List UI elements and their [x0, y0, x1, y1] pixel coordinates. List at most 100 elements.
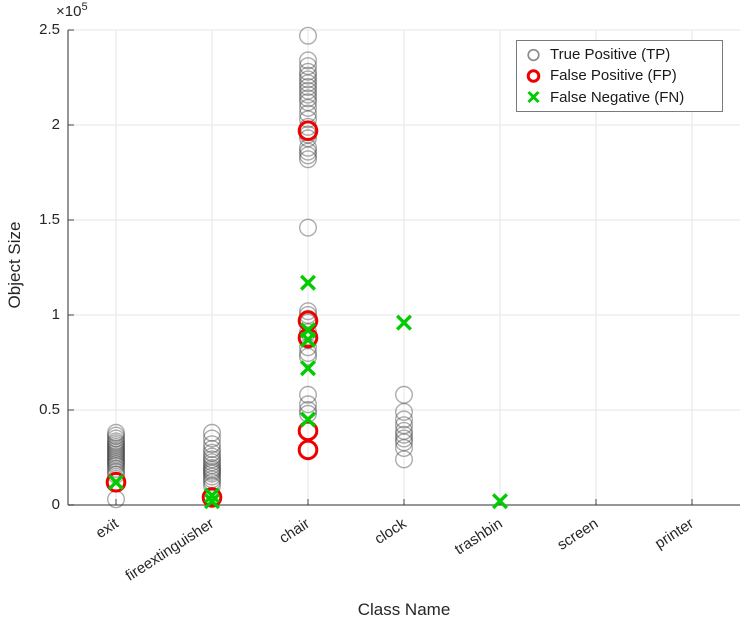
- y-axis-exponent-label: ×105: [56, 1, 88, 20]
- y-axis-label: Object Size: [5, 221, 24, 309]
- tp-circle-marker: [106, 451, 125, 470]
- tp-circle-marker: [299, 218, 318, 237]
- tp-circle-marker: [106, 432, 125, 451]
- tp-circle-marker: [202, 456, 221, 475]
- tp-circle-marker: [202, 460, 221, 479]
- tp-circle-marker: [106, 434, 125, 453]
- tp-circle-marker: [299, 395, 318, 414]
- tp-circle-marker: [299, 74, 318, 93]
- tp-circle-marker: [299, 26, 318, 45]
- tp-circle-marker: [106, 436, 125, 455]
- tp-circle-marker: [299, 142, 318, 161]
- tp-circle-icon: [527, 48, 540, 61]
- tp-circle-marker: [202, 423, 221, 442]
- tp-circle-marker: [202, 462, 221, 481]
- tp-circle-marker: [202, 435, 221, 454]
- tp-circle-marker: [395, 429, 414, 448]
- tp-circle-marker: [106, 443, 125, 462]
- fp-circle-marker: [297, 120, 319, 141]
- fp-circle-marker: [297, 439, 319, 461]
- fp-circle-marker: [201, 487, 223, 508]
- tp-circle-marker: [299, 110, 318, 129]
- tp-circle-marker: [106, 447, 125, 466]
- tp-circle-marker: [395, 450, 414, 469]
- tp-circle-marker: [202, 447, 221, 466]
- fn-x-marker: [491, 493, 509, 510]
- tp-circle-marker: [395, 402, 414, 421]
- tp-circle-marker: [299, 57, 318, 76]
- tp-circle-marker: [106, 439, 125, 458]
- tp-circle-marker: [202, 464, 221, 483]
- tp-circle-marker: [202, 467, 221, 486]
- fn-x-marker: [107, 474, 125, 491]
- y-tick-label: 1.5: [39, 211, 60, 228]
- legend-item-true-positive: True Positive (TP): [525, 47, 714, 63]
- legend-label-tp: True Positive (TP): [550, 46, 671, 64]
- tp-circle-marker: [106, 429, 125, 448]
- tp-circle-marker: [202, 443, 221, 462]
- tp-circle-marker: [202, 453, 221, 472]
- legend: True Positive (TP) False Positive (FP) F…: [516, 40, 723, 112]
- tp-circle-marker: [202, 473, 221, 492]
- tp-circle-marker: [202, 439, 221, 458]
- y-tick-label: 0.5: [39, 401, 60, 418]
- series-false-negative: [107, 274, 509, 510]
- tp-circle-marker: [299, 70, 318, 89]
- tp-circle-marker: [299, 129, 318, 148]
- tp-circle-marker: [106, 459, 125, 478]
- tp-circle-marker: [106, 438, 125, 457]
- series-false-positive: [105, 120, 319, 508]
- y-tick-label: 1: [51, 306, 60, 323]
- tp-circle-marker: [299, 385, 318, 404]
- tp-circle-marker: [299, 93, 318, 112]
- fn-x-marker: [203, 493, 221, 510]
- tp-circle-marker: [299, 51, 318, 70]
- tp-circle-marker: [202, 429, 221, 448]
- tp-circle-marker: [202, 450, 221, 469]
- legend-label-fn: False Negative (FN): [550, 88, 685, 106]
- tp-circle-marker: [299, 347, 318, 366]
- tp-circle-marker: [395, 416, 414, 435]
- tp-circle-marker: [299, 77, 318, 96]
- tp-circle-marker: [395, 433, 414, 452]
- tp-circle-marker: [299, 66, 318, 85]
- y-tick-label: 0: [51, 496, 60, 513]
- fp-circle-marker: [105, 471, 127, 493]
- tp-circle-marker: [106, 441, 125, 460]
- fn-x-marker: [203, 487, 221, 504]
- tp-circle-marker: [299, 150, 318, 169]
- tp-circle-marker: [395, 425, 414, 444]
- tp-circle-marker: [395, 421, 414, 440]
- tp-circle-marker: [299, 98, 318, 117]
- fn-x-marker: [299, 411, 317, 428]
- fn-x-marker: [299, 331, 317, 348]
- y-tick-label: 2.5: [39, 21, 60, 38]
- fn-x-marker: [395, 314, 413, 331]
- tp-circle-marker: [299, 89, 318, 108]
- legend-label-fp: False Positive (FP): [550, 67, 677, 85]
- tp-circle-marker: [395, 439, 414, 458]
- tp-circle-marker: [299, 81, 318, 100]
- x-axis-label: Class Name: [357, 600, 451, 619]
- legend-item-false-negative: False Negative (FN): [525, 89, 714, 105]
- tp-circle-marker: [106, 453, 125, 472]
- tp-circle-marker: [202, 458, 221, 477]
- tp-circle-marker: [299, 146, 318, 165]
- tp-circle-marker: [299, 344, 318, 363]
- tp-circle-marker: [299, 302, 318, 321]
- tp-circle-marker: [395, 385, 414, 404]
- fn-x-marker: [299, 274, 317, 291]
- tp-circle-marker: [106, 445, 125, 464]
- tp-circle-marker: [299, 62, 318, 81]
- y-tick-label: 2: [51, 116, 60, 133]
- fn-x-icon: [527, 91, 540, 104]
- tp-circle-marker: [106, 426, 125, 445]
- tp-circle-marker: [106, 423, 125, 442]
- fp-circle-icon: [526, 69, 541, 83]
- legend-item-false-positive: False Positive (FP): [525, 68, 714, 84]
- tp-circle-marker: [395, 410, 414, 429]
- tp-circle-marker: [106, 449, 125, 468]
- tp-circle-marker: [299, 85, 318, 104]
- series-true-positive: [106, 26, 414, 509]
